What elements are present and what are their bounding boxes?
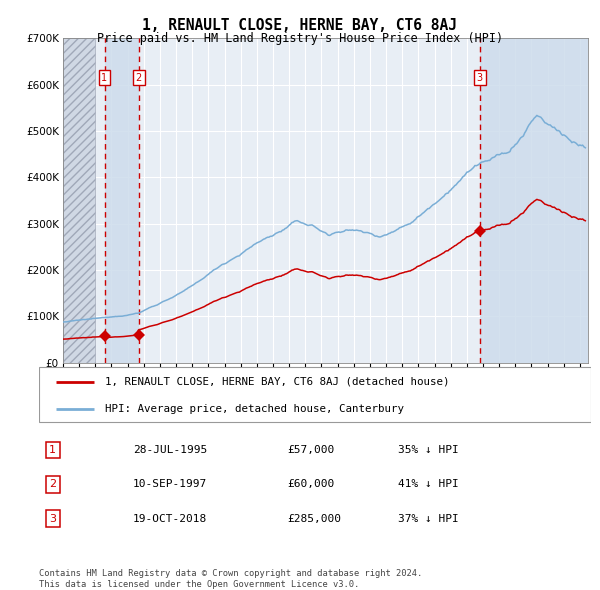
Text: 37% ↓ HPI: 37% ↓ HPI xyxy=(398,514,458,524)
Text: 2: 2 xyxy=(136,73,142,83)
Text: 1: 1 xyxy=(101,73,107,83)
Text: 3: 3 xyxy=(477,73,483,83)
Text: 1: 1 xyxy=(49,445,56,455)
Bar xyxy=(63,38,95,363)
Text: 35% ↓ HPI: 35% ↓ HPI xyxy=(398,445,458,455)
Text: £60,000: £60,000 xyxy=(287,480,335,489)
Text: 10-SEP-1997: 10-SEP-1997 xyxy=(133,480,207,489)
Text: 3: 3 xyxy=(49,514,56,524)
Text: 1, RENAULT CLOSE, HERNE BAY, CT6 8AJ (detached house): 1, RENAULT CLOSE, HERNE BAY, CT6 8AJ (de… xyxy=(105,377,450,387)
Text: 28-JUL-1995: 28-JUL-1995 xyxy=(133,445,207,455)
Text: £285,000: £285,000 xyxy=(287,514,341,524)
Text: 1, RENAULT CLOSE, HERNE BAY, CT6 8AJ: 1, RENAULT CLOSE, HERNE BAY, CT6 8AJ xyxy=(143,18,458,32)
Text: 41% ↓ HPI: 41% ↓ HPI xyxy=(398,480,458,489)
Text: £57,000: £57,000 xyxy=(287,445,335,455)
Text: Price paid vs. HM Land Registry's House Price Index (HPI): Price paid vs. HM Land Registry's House … xyxy=(97,32,503,45)
Text: Contains HM Land Registry data © Crown copyright and database right 2024.
This d: Contains HM Land Registry data © Crown c… xyxy=(39,569,422,589)
Text: 19-OCT-2018: 19-OCT-2018 xyxy=(133,514,207,524)
Bar xyxy=(480,38,588,363)
Text: 2: 2 xyxy=(49,480,56,489)
Text: HPI: Average price, detached house, Canterbury: HPI: Average price, detached house, Cant… xyxy=(105,404,404,414)
Bar xyxy=(104,38,139,363)
FancyBboxPatch shape xyxy=(39,367,591,422)
